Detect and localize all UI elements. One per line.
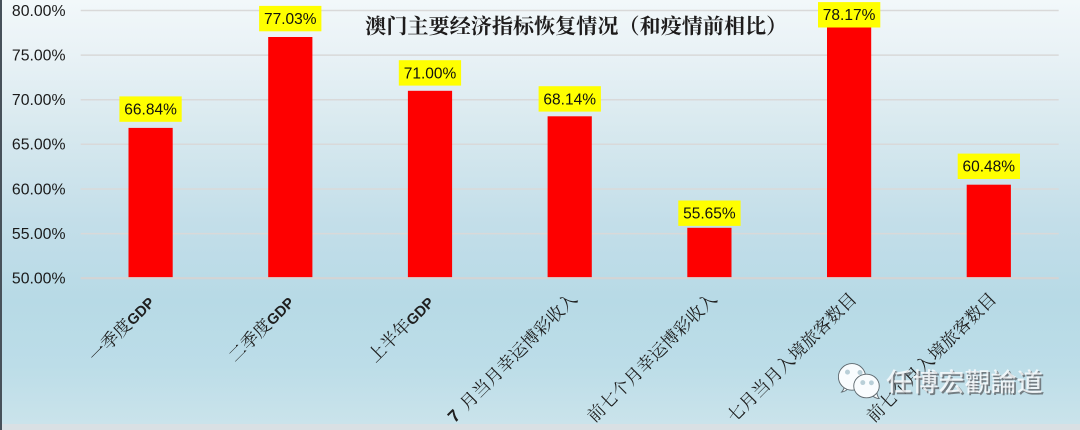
svg-text:78.17%: 78.17% [823, 7, 876, 24]
svg-text:60.48%: 60.48% [963, 159, 1016, 176]
svg-text:77.03%: 77.03% [264, 11, 317, 28]
svg-text:66.84%: 66.84% [124, 102, 177, 119]
svg-text:75.00%: 75.00% [12, 47, 66, 64]
svg-text:50.00%: 50.00% [12, 271, 66, 288]
svg-text:70.00%: 70.00% [12, 92, 66, 109]
svg-text:80.00%: 80.00% [12, 3, 66, 20]
svg-text:60.00%: 60.00% [12, 181, 66, 198]
svg-text:71.00%: 71.00% [404, 65, 457, 82]
svg-text:65.00%: 65.00% [12, 137, 66, 154]
svg-text:55.65%: 55.65% [683, 206, 736, 223]
svg-text:68.14%: 68.14% [543, 91, 596, 108]
svg-text:55.00%: 55.00% [12, 226, 66, 243]
